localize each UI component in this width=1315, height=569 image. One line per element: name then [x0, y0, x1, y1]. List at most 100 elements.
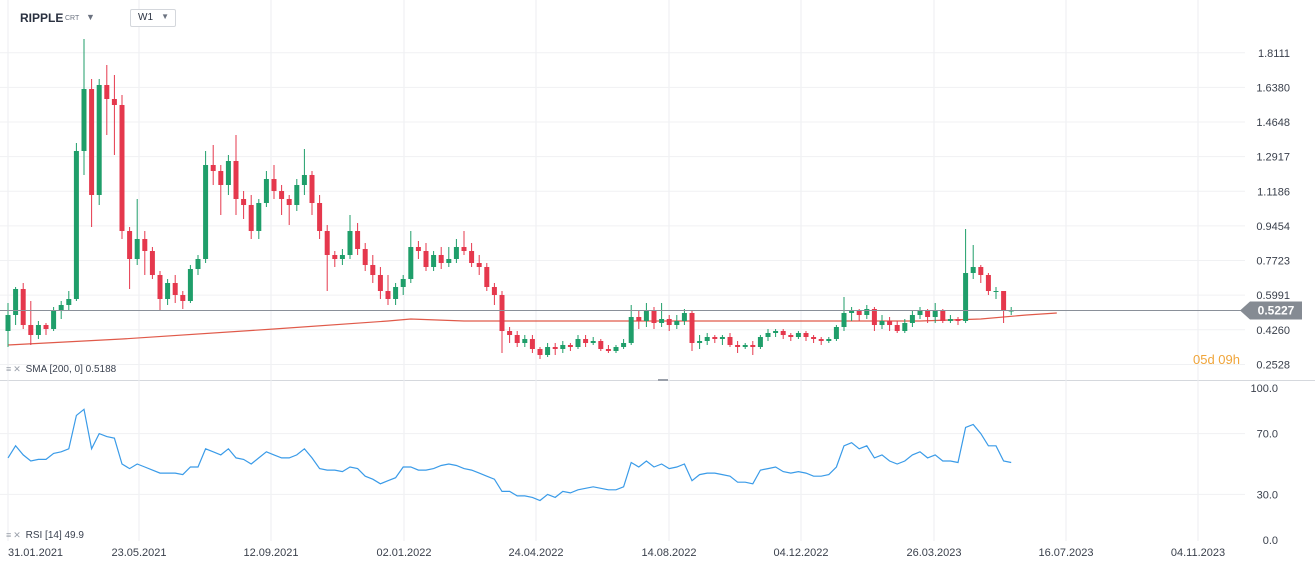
- candle-body: [453, 247, 459, 259]
- candle-body: [773, 331, 779, 333]
- settings-icon[interactable]: ≡: [6, 364, 12, 374]
- candle-body: [985, 275, 991, 291]
- candle-body: [757, 337, 763, 347]
- candle-body: [28, 325, 34, 335]
- candle-body: [613, 347, 619, 351]
- x-tick-label: 31.01.2021: [8, 547, 63, 559]
- candle-body: [742, 345, 748, 347]
- candle-body: [491, 287, 497, 295]
- x-tick-label: 02.01.2022: [376, 547, 431, 559]
- candle-body: [643, 311, 649, 321]
- candle-body: [681, 313, 687, 321]
- candle-body: [225, 161, 231, 185]
- candle-body: [871, 309, 877, 325]
- candle-body: [963, 273, 969, 321]
- candle-body: [856, 311, 862, 315]
- candle-body: [301, 175, 307, 185]
- candle-body: [598, 341, 604, 349]
- candle-body: [81, 89, 87, 151]
- candle-body: [476, 263, 482, 267]
- symbol-dropdown-icon[interactable]: ▼: [86, 12, 95, 22]
- candle-body: [727, 337, 733, 345]
- price-axis: 1.8111 1.6380 1.4648 1.2917 1.1186 0.9454 0.77…: [1256, 48, 1290, 372]
- candle-body: [317, 203, 323, 231]
- symbol-title: RIPPLE: [20, 11, 64, 25]
- candle-body: [833, 327, 839, 339]
- rsi-line: [7, 408, 1012, 502]
- candle-body: [324, 231, 330, 255]
- candle-body: [826, 339, 832, 341]
- candle-body: [13, 289, 19, 315]
- candle-body: [431, 255, 437, 267]
- candle-body: [894, 325, 900, 331]
- candle-body: [233, 161, 239, 199]
- candle-body: [917, 311, 923, 315]
- candle-body: [529, 339, 535, 349]
- candle-body: [35, 325, 41, 335]
- candle-body: [461, 247, 467, 251]
- candle-body: [370, 265, 376, 275]
- candle-body: [735, 345, 741, 347]
- close-icon[interactable]: ✕: [13, 530, 21, 540]
- candle-body: [651, 311, 657, 323]
- y-tick-label: 1.1186: [1257, 186, 1290, 198]
- candle-body: [142, 239, 148, 251]
- time-axis: 31.01.2021 23.05.2021 12.09.2021 02.01.2022…: [8, 547, 1225, 559]
- candle-body: [864, 309, 870, 315]
- x-tick-label: 04.11.2023: [1171, 547, 1225, 559]
- candle-body: [127, 231, 133, 259]
- candle-body: [545, 347, 551, 355]
- sma-legend[interactable]: ≡ ✕ SMA [200, 0] 0.5188: [6, 364, 116, 375]
- y-tick-label: 1.6380: [1256, 82, 1290, 94]
- candle-body: [522, 339, 528, 343]
- candle-body: [993, 291, 999, 292]
- candle-body: [1001, 291, 1007, 311]
- candle-body: [818, 339, 824, 341]
- candle-body: [294, 185, 300, 205]
- candle-body: [89, 89, 95, 195]
- candle-body: [66, 299, 72, 305]
- candle-body: [210, 165, 216, 171]
- candle-body: [203, 165, 209, 259]
- candle-body: [347, 231, 353, 255]
- candle-body: [400, 279, 406, 287]
- candle-body: [697, 341, 703, 343]
- candle-body: [636, 317, 642, 321]
- candle-body: [446, 259, 452, 263]
- rsi-legend[interactable]: ≡ ✕ RSI [14] 49.9: [6, 530, 84, 541]
- candle-body: [423, 251, 429, 267]
- y-tick-label: 0.4260: [1256, 325, 1290, 337]
- candle-body: [172, 283, 178, 295]
- candle-body: [484, 267, 490, 287]
- rsi-axis: 100.0 70.0 30.0 0.0: [1250, 383, 1278, 547]
- x-tick-label: 16.07.2023: [1038, 547, 1093, 559]
- y-tick-label: 0.5991: [1256, 290, 1290, 302]
- candle-body: [674, 321, 680, 325]
- close-icon[interactable]: ✕: [13, 364, 21, 374]
- candle-body: [165, 283, 171, 299]
- candle-body: [628, 317, 634, 343]
- x-tick-label: 24.04.2022: [508, 547, 563, 559]
- timeframe-select[interactable]: W1 ▼: [130, 9, 176, 27]
- candle-body: [902, 323, 908, 331]
- rsi-legend-label: RSI [14] 49.9: [25, 530, 84, 541]
- candle-body: [514, 335, 520, 343]
- candle-countdown: 05d 09h: [1193, 352, 1240, 367]
- candle-body: [279, 191, 285, 199]
- candle-body: [20, 289, 26, 325]
- rsi-tick-label: 0.0: [1263, 535, 1278, 547]
- candle-body: [925, 311, 931, 317]
- candle-body: [286, 199, 292, 205]
- candle-body: [96, 85, 102, 195]
- candle-body: [666, 319, 672, 325]
- candle-body: [765, 333, 771, 337]
- candle-body: [659, 319, 665, 323]
- candle-body: [689, 313, 695, 343]
- candle-body: [73, 151, 79, 299]
- candle-body: [940, 311, 946, 321]
- candle-body: [507, 331, 513, 335]
- candle-body: [909, 315, 915, 323]
- settings-icon[interactable]: ≡: [6, 530, 12, 540]
- candle-body: [5, 315, 11, 331]
